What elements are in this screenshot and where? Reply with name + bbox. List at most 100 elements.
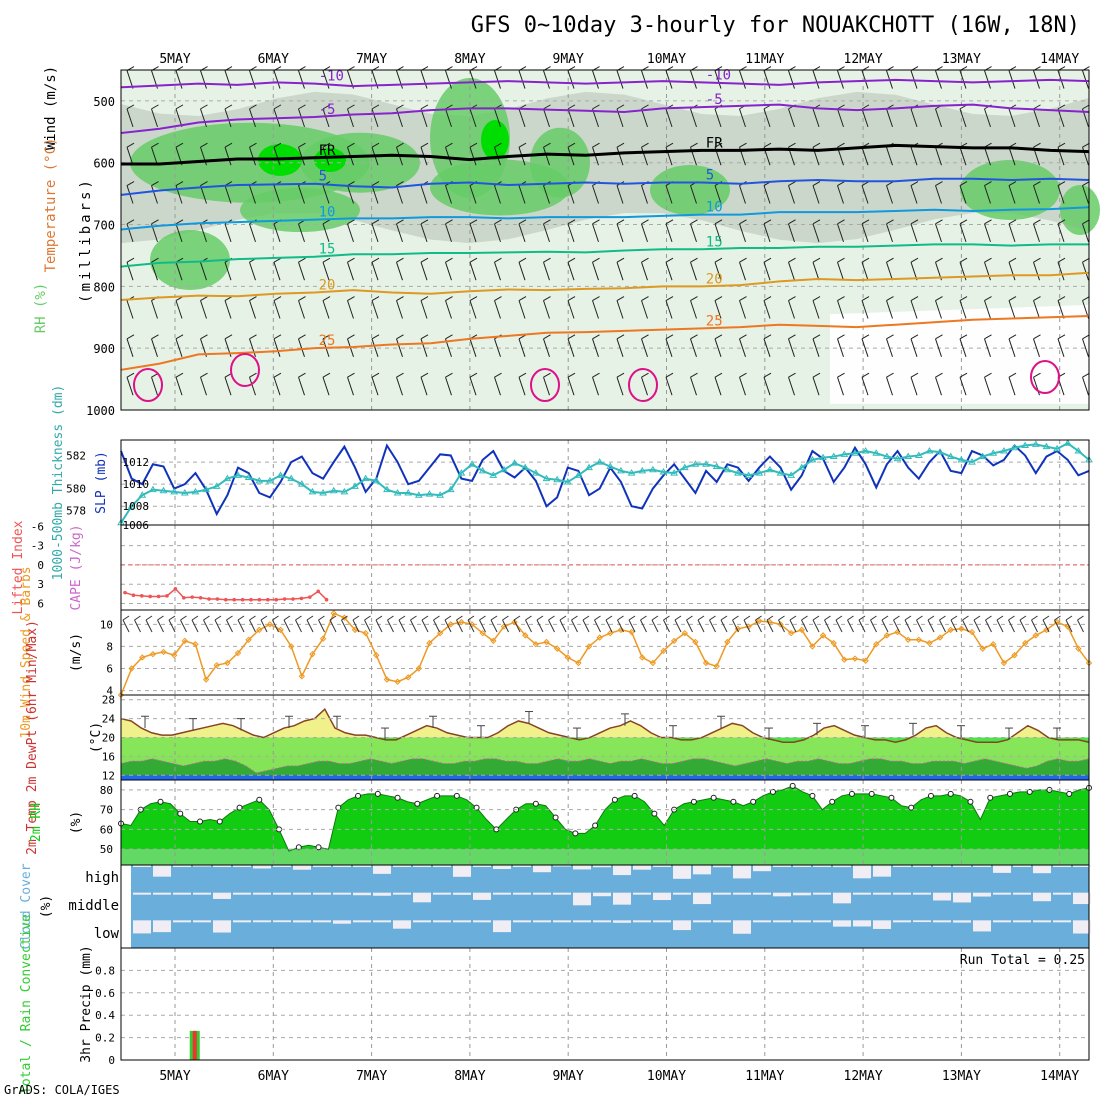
wind-barb	[298, 104, 306, 110]
cloud-gap	[953, 920, 971, 923]
cloud-level-label: high	[85, 870, 119, 886]
wind-barb	[445, 108, 452, 128]
wind-speed-point	[883, 632, 891, 639]
wind-speed-point	[266, 621, 274, 628]
wind-barb	[322, 142, 331, 148]
wind-barb	[1057, 257, 1066, 263]
wind-barb	[224, 104, 233, 110]
isotherm-label: -10	[319, 69, 344, 85]
wind-barb	[935, 70, 942, 89]
wind-barb	[935, 377, 942, 396]
wind-barb	[444, 619, 452, 633]
x-tick-bottom: 13MAY	[942, 1069, 981, 1084]
wind-barb	[298, 257, 306, 263]
rh-point	[908, 804, 915, 811]
wind-barb	[420, 296, 429, 301]
wind-barb	[191, 619, 199, 633]
cloud-gap	[693, 892, 711, 905]
wind-barb	[298, 300, 305, 319]
wind-barb	[200, 223, 207, 243]
y-tick: 900	[93, 342, 115, 356]
left-tick: 0	[37, 559, 44, 572]
wind-barb	[886, 257, 894, 263]
wind-barb	[1082, 257, 1090, 263]
wind-barb	[175, 262, 183, 281]
wind-barb	[812, 181, 821, 186]
wind-barb	[763, 300, 771, 319]
wind-barb	[445, 300, 452, 319]
rh-point	[532, 800, 539, 807]
wind-barb	[812, 619, 820, 633]
wind-barb	[494, 257, 502, 263]
cloud-gap	[1053, 920, 1071, 923]
wind-barb	[592, 372, 600, 378]
wind-barb	[322, 262, 330, 281]
wind-barb	[641, 108, 648, 128]
wind-barb	[273, 223, 281, 243]
wind-barb	[494, 262, 501, 281]
wind-barb	[763, 296, 772, 301]
wind-barb	[763, 142, 772, 148]
cloud-gap	[713, 892, 731, 895]
wind-barb	[616, 223, 624, 243]
cloud-gap	[953, 892, 971, 903]
wind-barb	[910, 108, 918, 128]
wind-barb	[984, 185, 991, 204]
rh-point	[868, 790, 875, 797]
wind-barb	[371, 181, 380, 186]
wind-barb	[1033, 296, 1041, 301]
left-tick: 50	[100, 843, 113, 856]
rh-blob	[240, 188, 360, 232]
wind-barb	[665, 338, 673, 357]
lifted-index-point	[190, 595, 194, 599]
wind-barb	[789, 619, 797, 633]
thickness-point	[489, 471, 498, 478]
panel-frame	[120, 609, 1090, 696]
cloud-gap	[1033, 865, 1051, 874]
wind-speed-point	[873, 641, 880, 648]
wind-barb	[518, 377, 526, 396]
rh-point	[197, 818, 204, 825]
wind-barb	[398, 615, 406, 621]
wind-speed-point	[841, 656, 848, 663]
thickness-point	[340, 487, 349, 495]
rh-point	[453, 792, 460, 799]
wind-barb	[1057, 338, 1065, 357]
wind-speed-point	[362, 629, 369, 637]
left-tick: 4	[106, 685, 113, 698]
wind-barb	[616, 142, 625, 148]
cloud-gap	[913, 920, 931, 923]
wind-barb	[861, 334, 870, 340]
wind-barb	[126, 142, 135, 148]
wind-barb	[469, 142, 478, 148]
wind-barb	[249, 147, 256, 166]
isotherm-label: 25	[319, 333, 336, 349]
warm-contour	[133, 368, 163, 402]
wind-barb	[126, 334, 135, 340]
wind-barb	[494, 108, 501, 128]
wind-barb	[1008, 619, 1015, 633]
wind-speed-point	[468, 621, 476, 628]
wind-barb	[352, 619, 360, 633]
wind-barb	[347, 334, 355, 340]
wind-barb	[375, 615, 383, 621]
wind-speed-point	[670, 637, 678, 645]
wind-barb	[126, 219, 135, 225]
wind-barb	[984, 300, 991, 319]
wind-barb	[347, 219, 355, 225]
wind-barb	[616, 296, 625, 301]
x-tick-top: 10MAY	[647, 52, 686, 67]
wind-barb	[396, 257, 404, 263]
wind-barb	[1033, 219, 1041, 225]
wind-barb	[837, 338, 844, 357]
wind-barb	[812, 70, 820, 89]
wind-barb	[665, 223, 673, 243]
rh-point	[177, 810, 184, 817]
wind-barb	[224, 377, 232, 396]
wind-barb	[641, 262, 648, 281]
isotherm-label: 10	[706, 200, 723, 216]
wind-barb	[690, 219, 698, 225]
wind-barb	[640, 619, 647, 633]
cloud-gap	[493, 865, 511, 869]
wind-barb	[272, 615, 279, 621]
